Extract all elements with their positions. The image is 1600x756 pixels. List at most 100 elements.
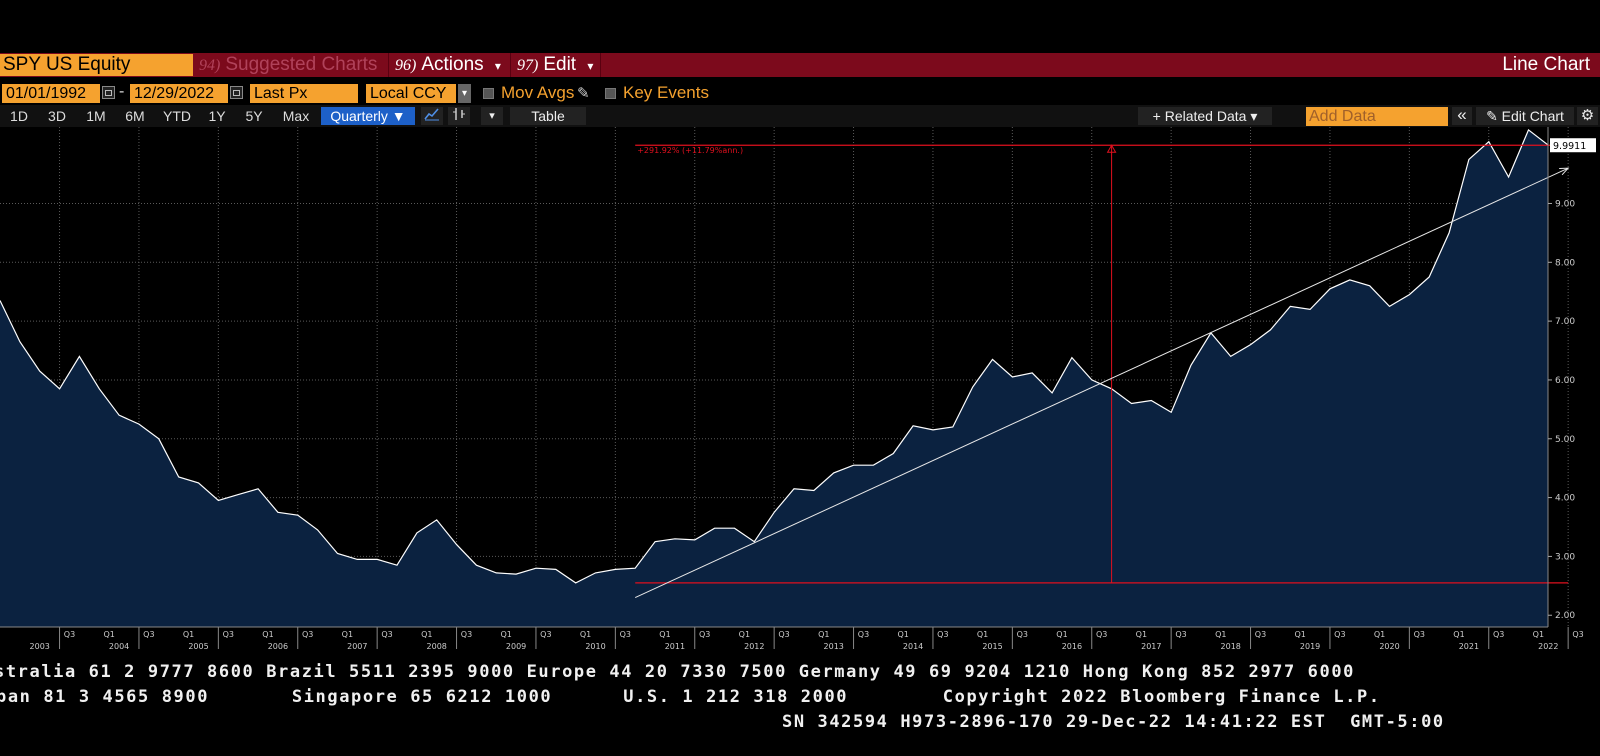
x-quarter-label: Q3 [1414,630,1425,639]
footer-phone-line-1: stralia 61 2 9777 8600 Brazil 5511 2395 … [0,662,1356,682]
period-6m-button[interactable]: 6M [125,108,145,124]
x-quarter-label: Q3 [381,630,392,639]
x-quarter-label: Q1 [421,630,432,639]
y-tick-label: 3.00 [1555,552,1575,562]
x-quarter-label: Q1 [739,630,750,639]
y-tick-label: 4.00 [1555,494,1575,504]
change-annotation-label: +291.92% (+11.79%ann.) [637,146,743,155]
edit-number: 97) [517,57,539,74]
x-year-label: 2004 [109,642,129,651]
x-year-label: 2019 [1300,642,1320,651]
x-year-label: 2003 [30,642,50,651]
period-1d-button[interactable]: 1D [10,108,28,124]
x-quarter-label: Q3 [540,630,551,639]
chart-controls-row: 01/01/1992 - 12/29/2022 Last Px Local CC… [0,82,1600,104]
x-quarter-label: Q1 [977,630,988,639]
x-quarter-label: Q3 [64,630,75,639]
date-separator: - [119,83,125,100]
footer-phone-line-2: pan 81 3 4565 8900 Singapore 65 6212 100… [0,687,1381,707]
x-quarter-label: Q1 [1374,630,1385,639]
change-arrow-icon [1106,144,1117,153]
period-max-button[interactable]: Max [282,108,310,124]
x-year-label: 2008 [427,642,447,651]
chart-annotations[interactable]: +291.92% (+11.79%ann.) [634,144,1570,599]
collapse-icon[interactable]: « [1452,106,1472,125]
actions-label: Actions [421,54,484,75]
x-year-label: 2018 [1221,642,1241,651]
x-quarter-label: Q1 [659,630,670,639]
mov-avgs-checkbox[interactable] [483,88,494,99]
period-toolbar: 1D 3D 1M 6M YTD 1Y 5Y Max Quarterly ▼ ▾ … [0,105,1600,127]
y-tick-label: 5.00 [1555,435,1575,445]
x-year-label: 2021 [1459,642,1479,651]
x-quarter-label: Q1 [1294,630,1305,639]
currency-dropdown-icon[interactable]: ▾ [458,84,471,103]
x-quarter-label: Q3 [1572,630,1583,639]
last-price-badge [1550,138,1596,153]
x-year-label: 2005 [188,642,208,651]
more-options-icon[interactable]: ▾ [481,107,503,125]
start-calendar-icon[interactable] [102,86,115,99]
period-5y-button[interactable]: 5Y [245,108,263,124]
x-year-label: 2015 [982,642,1002,651]
period-1y-button[interactable]: 1Y [208,108,226,124]
x-quarter-label: Q1 [342,630,353,639]
settings-gear-icon[interactable]: ⚙ [1577,107,1598,125]
start-date-field[interactable]: 01/01/1992 [2,84,100,103]
actions-caret-icon: ▾ [494,59,501,73]
y-tick-label: 7.00 [1555,317,1575,327]
line-chart-icon[interactable] [421,107,443,125]
x-quarter-label: Q1 [262,630,273,639]
trend-arrow-icon [1559,167,1570,176]
x-quarter-label: Q3 [1096,630,1107,639]
edit-chart-button[interactable]: ✎ Edit Chart [1476,107,1574,125]
suggested-charts-menu[interactable]: 94) Suggested Charts [193,53,389,77]
edit-label: Edit [543,54,577,75]
edit-menu[interactable]: 97) Edit ▾ [511,53,601,77]
title-bar: SPY US Equity 94) Suggested Charts 96) Act… [0,53,1600,77]
price-field-selector[interactable]: Last Px [250,84,358,103]
key-events-checkbox[interactable] [605,88,616,99]
actions-menu[interactable]: 96) Actions ▾ [389,53,511,77]
table-button[interactable]: Table [510,107,586,125]
period-3d-button[interactable]: 3D [48,108,66,124]
x-quarter-label: Q3 [1175,630,1186,639]
period-ytd-button[interactable]: YTD [163,108,191,124]
x-quarter-label: Q3 [302,630,313,639]
trend-line[interactable] [634,167,1569,599]
x-quarter-label: Q1 [500,630,511,639]
key-events-label[interactable]: Key Events [623,83,709,102]
end-calendar-icon[interactable] [230,86,243,99]
x-year-label: 2010 [585,642,605,651]
y-axis: 2.00 3.00 4.00 5.00 6.00 7.00 8.00 9.00 9.9911 [1547,127,1596,627]
edit-caret-icon: ▾ [587,59,594,73]
x-quarter-label: Q3 [1017,630,1028,639]
x-year-label: 2014 [903,642,923,651]
end-date-field[interactable]: 12/29/2022 [130,84,228,103]
x-year-label: 2012 [744,642,764,651]
x-quarter-label: Q1 [897,630,908,639]
related-data-button[interactable]: + Related Data ▾ [1138,107,1272,125]
add-data-input[interactable]: Add Data [1306,107,1448,126]
x-quarter-label: Q1 [103,630,114,639]
footer-session-line: SN 342594 H973-2896-170 29-Dec-22 14:41:… [782,712,1445,732]
x-year-label: 2007 [347,642,367,651]
bar-chart-icon[interactable] [448,107,470,125]
mov-avgs-label[interactable]: Mov Avgs [501,83,575,102]
x-quarter-label: Q3 [143,630,154,639]
x-year-label: 2016 [1062,642,1082,651]
x-year-label: 2022 [1538,642,1558,651]
frequency-selector[interactable]: Quarterly ▼ [321,107,415,125]
x-quarter-label: Q3 [1255,630,1266,639]
y-tick-label: 8.00 [1555,258,1575,268]
x-quarter-label: Q3 [699,630,710,639]
currency-selector[interactable]: Local CCY [366,84,456,103]
security-ticker[interactable]: SPY US Equity [0,54,193,76]
period-1m-button[interactable]: 1M [86,108,106,124]
chart-type-title: Line Chart [1502,54,1590,75]
price-chart[interactable]: +291.92% (+11.79%ann.) 2.00 3.00 4.00 5.00 6… [0,127,1600,665]
x-quarter-label: Q1 [1056,630,1067,639]
x-quarter-label: Q1 [183,630,194,639]
x-quarter-label: Q3 [1493,630,1504,639]
pencil-icon[interactable]: ✎ [577,85,590,102]
